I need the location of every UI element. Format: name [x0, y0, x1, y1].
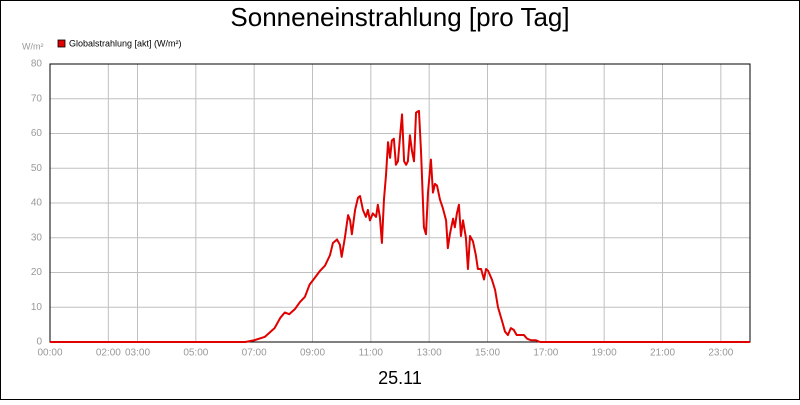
- y-tick-label: 20: [31, 267, 43, 278]
- x-tick-label: 03:00: [125, 348, 150, 359]
- plot-border: [49, 63, 751, 343]
- x-tick-label: 05:00: [183, 348, 208, 359]
- x-tick-label: 23:00: [708, 348, 733, 359]
- legend-swatch: [57, 39, 66, 48]
- x-tick-label: 00:00: [37, 348, 62, 359]
- legend: Globalstrahlung [akt] (W/m²): [57, 38, 182, 48]
- x-tick-label: 09:00: [300, 348, 325, 359]
- y-tick-label: 50: [31, 163, 43, 174]
- y-tick-label: 40: [31, 198, 43, 209]
- x-tick-label: 21:00: [650, 348, 675, 359]
- x-label: 25.11: [378, 368, 422, 388]
- x-tick-label: 13:00: [417, 348, 442, 359]
- x-tick-label: 07:00: [242, 348, 267, 359]
- x-tick-label: 11:00: [359, 348, 384, 359]
- y-unit: W/m²: [22, 41, 44, 51]
- legend-label: Globalstrahlung [akt] (W/m²): [69, 38, 182, 48]
- x-tick-label: 17:00: [533, 348, 558, 359]
- x-tick-label: 15:00: [475, 348, 500, 359]
- y-tick-label: 0: [36, 337, 42, 348]
- data-line: [50, 109, 750, 343]
- chart-title: Sonneneinstrahlung [pro Tag]: [230, 2, 569, 32]
- y-tick-label: 10: [31, 302, 43, 313]
- y-tick-label: 60: [31, 128, 43, 139]
- x-tick-label: 02:00: [96, 348, 121, 359]
- y-tick-label: 30: [31, 232, 43, 243]
- y-tick-label: 80: [31, 59, 43, 70]
- x-tick-label: 19:00: [592, 348, 617, 359]
- y-tick-label: 70: [31, 93, 43, 104]
